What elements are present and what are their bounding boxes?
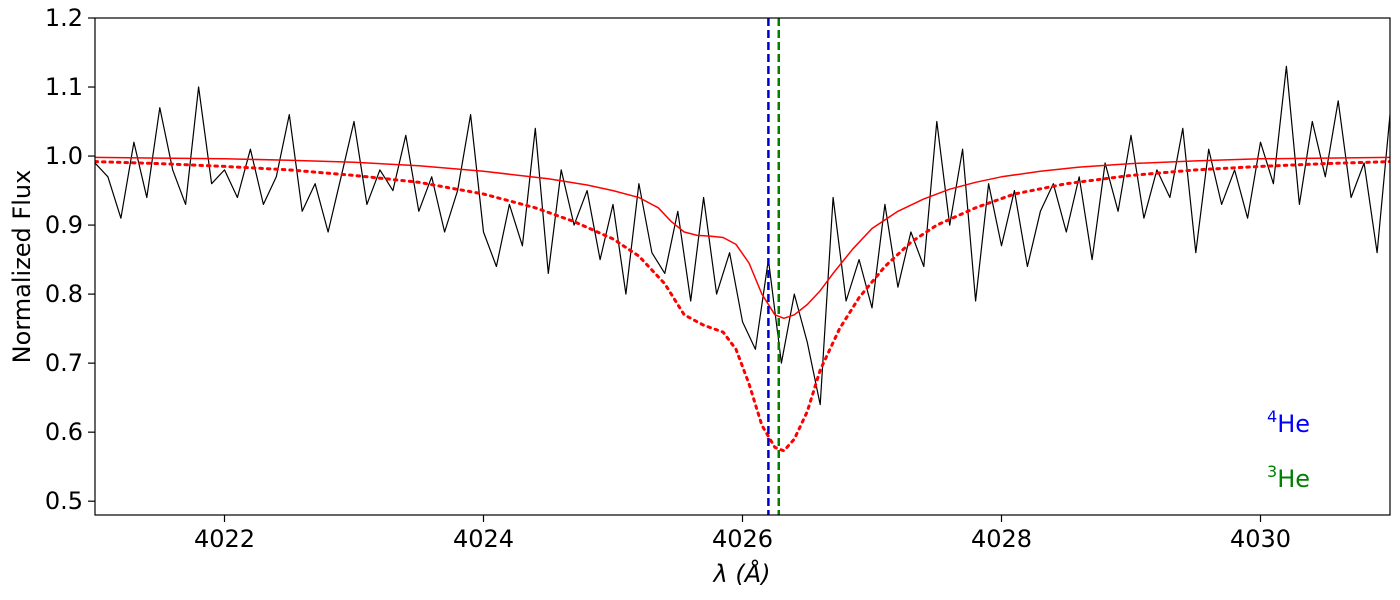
y-tick-label: 0.5	[45, 487, 83, 515]
y-tick-label: 1.1	[45, 73, 83, 101]
he4-label-sup: 4	[1267, 407, 1277, 426]
x-tick-label: 4028	[971, 525, 1032, 553]
y-tick-label: 0.7	[45, 349, 83, 377]
x-tick-label: 4022	[194, 525, 255, 553]
he3-label-text: He	[1277, 465, 1310, 493]
x-tick-label: 4026	[712, 525, 773, 553]
y-axis: 0.5 0.6 0.7 0.8 0.9 1.0 1.1 1.2	[45, 4, 95, 515]
x-tick-label: 4024	[453, 525, 514, 553]
series-line-solid-red	[95, 156, 1390, 320]
series-line-dotted-red	[95, 160, 1390, 453]
y-tick-label: 0.6	[45, 418, 83, 446]
plot-frame	[94, 17, 1391, 516]
y-tick-label: 1.2	[45, 4, 83, 32]
he4-label: 4He	[1267, 407, 1310, 438]
y-tick-label: 0.8	[45, 280, 83, 308]
he3-label-sup: 3	[1267, 462, 1277, 481]
x-tick-label: 4030	[1230, 525, 1291, 553]
x-axis-label: λ (Å)	[712, 559, 771, 588]
y-axis-label: Normalized Flux	[8, 170, 36, 364]
y-tick-label: 0.9	[45, 211, 83, 239]
series-line-solid-black-thin	[95, 65, 1390, 406]
reference-lines-layer	[767, 18, 781, 515]
y-tick-label: 1.0	[45, 142, 83, 170]
he3-label: 3He	[1267, 462, 1310, 493]
x-axis: 4022 4024 4026 4028 4030	[194, 515, 1291, 553]
he4-label-text: He	[1277, 410, 1310, 438]
series-layer	[95, 65, 1390, 453]
